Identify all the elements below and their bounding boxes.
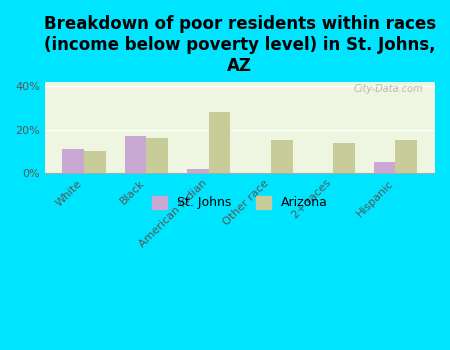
Bar bbox=[374, 162, 396, 173]
Bar bbox=[63, 149, 84, 173]
Title: Breakdown of poor residents within races
(income below poverty level) in St. Joh: Breakdown of poor residents within races… bbox=[44, 15, 436, 75]
Bar bbox=[187, 169, 209, 173]
Legend: St. Johns, Arizona: St. Johns, Arizona bbox=[147, 191, 333, 215]
Bar bbox=[125, 136, 146, 173]
Text: City-Data.com: City-Data.com bbox=[354, 84, 423, 94]
Bar bbox=[84, 151, 106, 173]
Bar bbox=[209, 112, 230, 173]
Bar bbox=[333, 143, 355, 173]
Bar bbox=[396, 140, 417, 173]
Bar bbox=[146, 138, 168, 173]
Bar bbox=[271, 140, 293, 173]
